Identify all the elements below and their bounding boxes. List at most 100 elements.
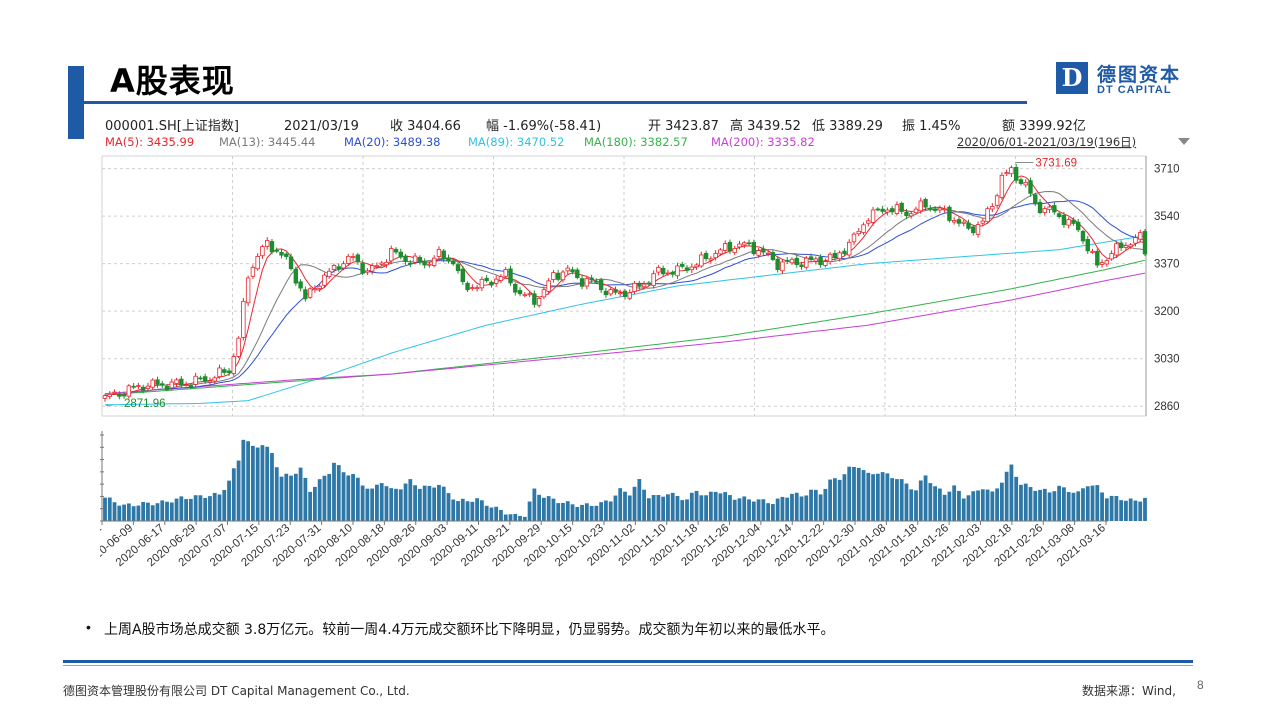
volume-bar bbox=[670, 492, 675, 521]
candle-body bbox=[761, 248, 766, 253]
candle-body bbox=[284, 253, 289, 257]
volume-bar bbox=[1028, 487, 1033, 521]
volume-bar bbox=[957, 490, 961, 521]
volume-bar bbox=[766, 503, 771, 521]
volume-bar bbox=[231, 468, 236, 521]
candle-body bbox=[398, 251, 403, 258]
candle-body bbox=[689, 266, 694, 271]
volume-bar bbox=[451, 499, 456, 521]
volume-bar bbox=[742, 496, 747, 521]
candle-body bbox=[613, 289, 618, 293]
volume-bar bbox=[236, 460, 241, 521]
volume-bar bbox=[699, 495, 704, 521]
candle-body bbox=[732, 248, 737, 253]
candle-body bbox=[722, 243, 728, 251]
volume-bar bbox=[217, 494, 222, 521]
volume-bar bbox=[260, 445, 265, 521]
volume-bar bbox=[723, 492, 728, 521]
candle-body bbox=[441, 250, 446, 260]
candle-body bbox=[1090, 251, 1095, 253]
info-item: 幅 -1.69%(-58.41) bbox=[486, 119, 601, 134]
candle-body bbox=[570, 269, 575, 272]
candle-body bbox=[436, 248, 442, 257]
logo-en-text: DT CAPITAL bbox=[1097, 84, 1172, 96]
volume-bar bbox=[575, 506, 580, 521]
candle-body bbox=[751, 242, 757, 255]
volume-bar bbox=[446, 493, 451, 521]
volume-bar bbox=[403, 483, 408, 521]
volume-bar bbox=[160, 500, 165, 521]
volume-bar bbox=[293, 473, 298, 521]
candle-body bbox=[307, 288, 313, 298]
volume-bar bbox=[465, 501, 470, 521]
volume-bar bbox=[355, 477, 360, 521]
volume-bar bbox=[942, 494, 947, 521]
ma-legend-item: MA(5): 3435.99 bbox=[105, 135, 194, 149]
volume-bar bbox=[360, 485, 365, 521]
min-annotation: 2871.96 bbox=[124, 398, 166, 410]
volume-bar bbox=[379, 483, 384, 521]
volume-bar bbox=[1066, 492, 1071, 521]
volume-bar bbox=[1133, 500, 1138, 521]
candle-body bbox=[179, 378, 184, 386]
info-item: 2021/03/19 bbox=[284, 119, 359, 134]
volume-bar bbox=[336, 465, 341, 521]
candle-body bbox=[837, 252, 842, 260]
logo-cn-text: 德图资本 bbox=[1097, 64, 1182, 86]
candle-body bbox=[1052, 205, 1057, 213]
volume-bar bbox=[532, 488, 537, 521]
volume-bar bbox=[937, 488, 942, 521]
volume-bar bbox=[1047, 492, 1052, 521]
volume-bar bbox=[1023, 483, 1028, 521]
candle-body bbox=[880, 208, 885, 212]
volume-bar bbox=[995, 488, 1000, 521]
volume-bar bbox=[255, 447, 260, 521]
volume-bar bbox=[608, 501, 613, 521]
volume-bar bbox=[685, 499, 689, 521]
candle-body bbox=[503, 269, 508, 277]
candle-body bbox=[794, 257, 799, 265]
candle-body bbox=[675, 265, 680, 277]
volume-bar bbox=[188, 498, 193, 521]
volume-bar bbox=[417, 488, 422, 521]
volume-bar bbox=[708, 491, 713, 521]
volume-bar bbox=[322, 475, 327, 521]
volume-bar bbox=[503, 514, 508, 521]
candle-body bbox=[226, 370, 232, 373]
candle-body bbox=[155, 379, 160, 385]
volume-bar bbox=[833, 478, 837, 521]
candle-body bbox=[265, 240, 270, 247]
candle-body bbox=[894, 204, 900, 214]
volume-bar bbox=[1019, 484, 1023, 521]
candle-body bbox=[126, 385, 132, 397]
volume-bar bbox=[484, 505, 489, 521]
footer-rule-thin bbox=[63, 665, 1193, 666]
info-item: 振 1.45% bbox=[902, 119, 960, 134]
volume-bar bbox=[246, 441, 251, 521]
candle-body bbox=[183, 384, 189, 387]
candle-body bbox=[918, 200, 923, 212]
ma-legend-item: MA(89): 3470.52 bbox=[468, 135, 564, 149]
volume-bar bbox=[317, 479, 322, 521]
candle-body bbox=[508, 268, 513, 284]
candle-body bbox=[365, 270, 370, 273]
candle-body bbox=[231, 356, 237, 374]
footer-company: 德图资本管理股份有限公司 DT Capital Management Co., … bbox=[63, 684, 410, 698]
volume-bar bbox=[313, 486, 317, 521]
ma-line-ma13 bbox=[104, 190, 1146, 397]
volume-bar bbox=[1076, 491, 1081, 521]
volume-bar bbox=[1138, 501, 1143, 521]
volume-bar bbox=[732, 499, 737, 521]
candle-body bbox=[856, 230, 861, 235]
candle-body bbox=[241, 300, 246, 338]
volume-bar bbox=[976, 490, 980, 521]
volume-bar bbox=[1052, 491, 1057, 521]
volume-bar bbox=[289, 475, 293, 521]
candle-body bbox=[169, 381, 174, 389]
candle-body bbox=[431, 257, 437, 266]
candle-body bbox=[684, 267, 690, 271]
candle-body bbox=[999, 174, 1005, 198]
candle-body bbox=[527, 293, 532, 296]
volume-bar bbox=[613, 495, 618, 521]
page-number: 8 bbox=[1197, 678, 1204, 692]
